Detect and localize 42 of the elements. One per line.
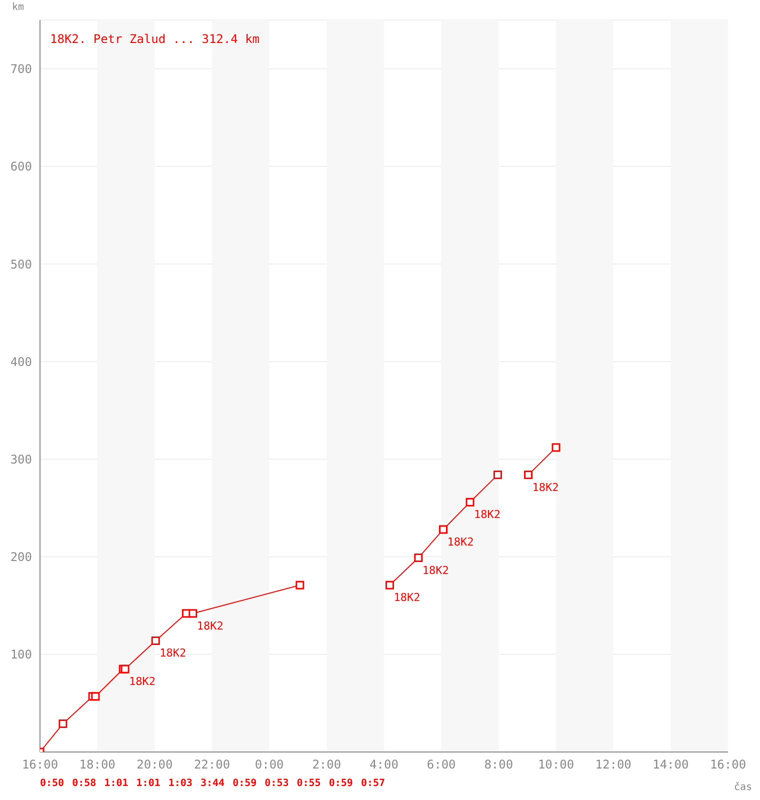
x-tick-label: 0:00 (254, 758, 284, 772)
x-tick-label: 18:00 (79, 758, 116, 772)
y-tick-label: 300 (10, 452, 32, 466)
y-tick-label: 100 (10, 648, 32, 662)
annotation: 18K2 (474, 508, 500, 522)
y-tick-label: 500 (10, 257, 32, 272)
text: 0:55 (296, 778, 321, 789)
x-tick-label: 10:00 (538, 758, 574, 772)
annotation: 18K2 (422, 564, 449, 577)
text: 3:44 (200, 778, 225, 789)
text: 1:03 (168, 778, 192, 789)
y-tick-label: 700 (10, 62, 32, 76)
text: 0:57 (360, 778, 386, 789)
y-tick-label: 200 (10, 550, 32, 564)
x-tick-label: 6:00 (426, 758, 456, 772)
annotation: 18K2 (447, 535, 474, 548)
x-tick-label: 14:00 (652, 758, 689, 772)
text: 0:59 (232, 778, 257, 789)
text: 0:59 (328, 778, 353, 789)
x-tick-label: 22:00 (194, 758, 230, 772)
x-tick-label: 2:00 (312, 758, 342, 772)
x-axis-title: čas (734, 782, 752, 793)
x-tick-label: 4:00 (370, 758, 398, 772)
x-tick-label: 20:00 (136, 758, 173, 772)
text: 18K2. Petr Zalud ... 312.4 km (50, 32, 260, 46)
text: 0:53 (264, 778, 289, 789)
annotation: 18K2 (394, 591, 420, 604)
x-tick-label: 8:00 (484, 758, 514, 772)
annotation: 18K2 (196, 619, 224, 632)
text: 0:58 (72, 778, 96, 789)
annotation: 18K2 (532, 480, 559, 494)
text: 0:50 (40, 778, 64, 789)
x-tick-label: 12:00 (595, 758, 632, 772)
x-tick-label: 16:00 (710, 758, 746, 772)
x-tick-label: 16:00 (22, 758, 58, 772)
y-tick-label: 400 (10, 354, 32, 369)
y-axis-title: km (12, 2, 24, 13)
text: 1:01 (104, 778, 128, 789)
y-tick-label: 600 (10, 160, 32, 174)
annotation: 18K2 (129, 675, 156, 688)
text: 1:01 (136, 778, 160, 789)
annotation: 18K2 (160, 646, 186, 660)
